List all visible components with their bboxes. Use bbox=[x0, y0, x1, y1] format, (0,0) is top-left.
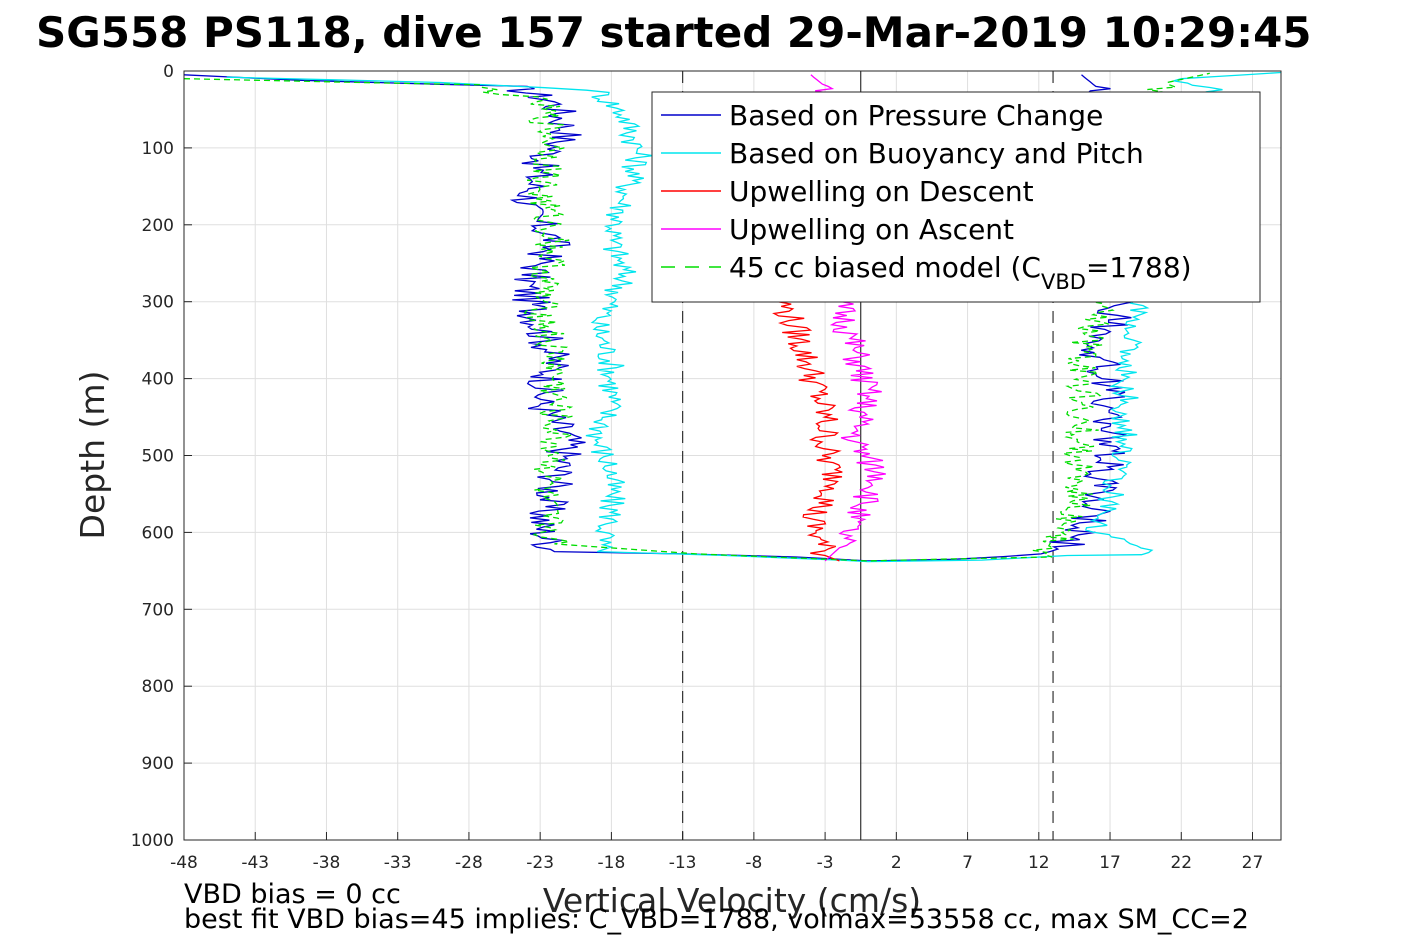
series-line-4 bbox=[184, 72, 1210, 562]
y-tick-label: 800 bbox=[142, 677, 174, 697]
y-tick-label: 400 bbox=[142, 370, 174, 390]
x-tick-label: 17 bbox=[1099, 853, 1121, 873]
y-tick-label: 300 bbox=[142, 293, 174, 313]
x-tick-label: -18 bbox=[598, 853, 626, 873]
y-tick-label: 0 bbox=[163, 62, 174, 82]
x-tick-label: 27 bbox=[1242, 853, 1264, 873]
x-axis-ticks: -48 -43 -38 -33 -28 -23 -18 -13 -8 -3 2 7 12 17 22 27 bbox=[170, 832, 1263, 873]
x-tick-label: -3 bbox=[817, 853, 834, 873]
footnote-vbd-bias: VBD bias = 0 cc bbox=[184, 879, 401, 910]
x-tick-label: -38 bbox=[313, 853, 341, 873]
legend-entry-2: Upwelling on Descent bbox=[729, 175, 1034, 208]
x-tick-label: -33 bbox=[384, 853, 412, 873]
legend: Based on Pressure Change Based on Buoyanc… bbox=[651, 91, 1261, 303]
y-tick-label: 600 bbox=[142, 523, 174, 543]
y-tick-label: 900 bbox=[142, 754, 174, 774]
x-tick-label: -43 bbox=[241, 853, 269, 873]
legend-tail: =1788) bbox=[1086, 251, 1192, 284]
y-axis-ticks: 0 100 200 300 400 500 600 700 800 900 1000 bbox=[131, 62, 192, 851]
y-axis-label: Depth (m) bbox=[73, 371, 112, 540]
y-tick-label: 500 bbox=[142, 447, 174, 467]
legend-subscript: VBD bbox=[1041, 270, 1086, 294]
y-tick-label: 100 bbox=[142, 139, 174, 159]
legend-label-1: Based on Buoyancy and Pitch bbox=[729, 137, 1144, 170]
x-tick-label: 22 bbox=[1170, 853, 1192, 873]
x-tick-label: -28 bbox=[455, 853, 483, 873]
x-tick-label: 7 bbox=[962, 853, 973, 873]
series-line-2 bbox=[772, 301, 843, 562]
legend-box bbox=[651, 91, 1261, 303]
y-tick-label: 700 bbox=[142, 600, 174, 620]
x-tick-label: -23 bbox=[526, 853, 554, 873]
chart-title: SG558 PS118, dive 157 started 29-Mar-201… bbox=[36, 8, 1312, 57]
x-tick-label: -8 bbox=[745, 853, 762, 873]
legend-entry-3: Upwelling on Ascent bbox=[729, 213, 1014, 246]
legend-label-3: Upwelling on Ascent bbox=[729, 213, 1014, 246]
x-axis-label: Vertical Velocity (cm/s) bbox=[543, 881, 921, 920]
legend-label-0: Based on Pressure Change bbox=[729, 99, 1103, 132]
legend-entry-1: Based on Buoyancy and Pitch bbox=[729, 137, 1144, 170]
x-tick-label: 12 bbox=[1028, 853, 1050, 873]
y-tick-label: 1000 bbox=[131, 831, 174, 851]
legend-entry-0: Based on Pressure Change bbox=[729, 99, 1103, 132]
x-tick-label: -48 bbox=[170, 853, 198, 873]
x-tick-label: 2 bbox=[891, 853, 902, 873]
legend-label-2: Upwelling on Descent bbox=[729, 175, 1034, 208]
legend-label-4: 45 cc biased model (C bbox=[729, 251, 1041, 284]
footnote-best-fit: best fit VBD bias=45 implies: C_VBD=1788… bbox=[184, 904, 1249, 935]
x-tick-label: -13 bbox=[669, 853, 697, 873]
legend-entry-4: 45 cc biased model (CVBD=1788) bbox=[729, 251, 1192, 294]
y-tick-label: 200 bbox=[142, 216, 174, 236]
